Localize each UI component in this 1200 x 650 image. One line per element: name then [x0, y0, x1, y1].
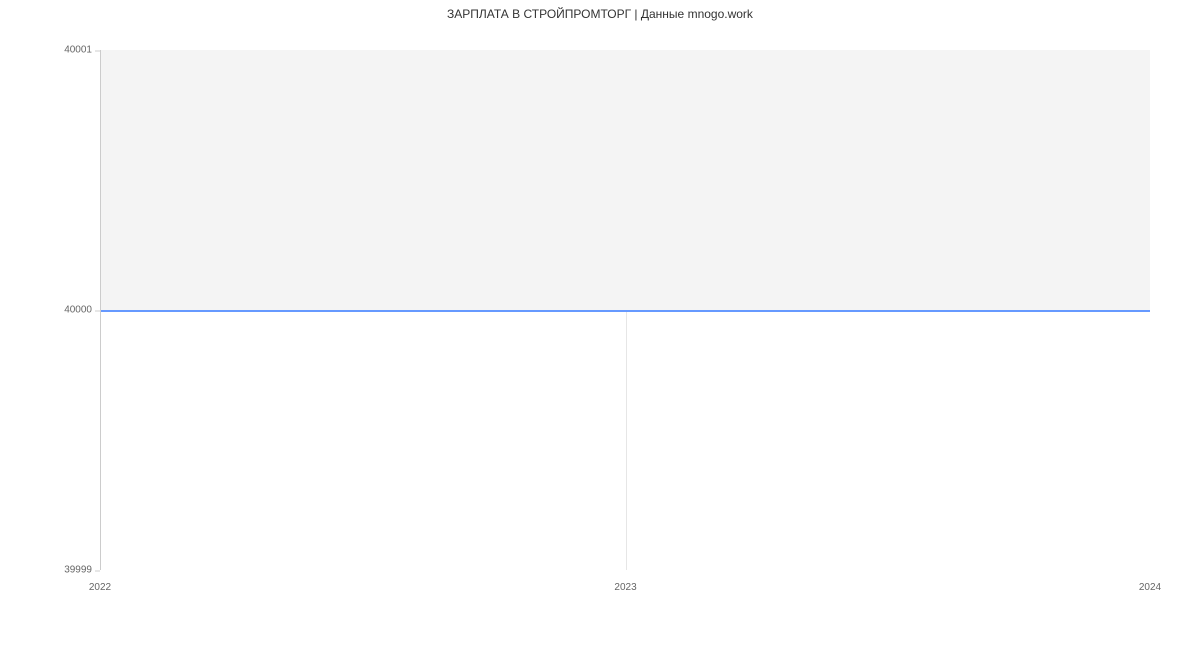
y-axis-line [100, 50, 101, 570]
x-tick-label: 2023 [614, 570, 636, 593]
series-area-fill [100, 50, 1150, 310]
chart-container: 40001 40000 39999 2022 2023 2024 [100, 50, 1150, 570]
series-line [100, 310, 1150, 312]
y-tick-label: 40000 [64, 305, 100, 316]
y-tick-label: 40001 [64, 45, 100, 56]
x-tick-label: 2022 [89, 570, 111, 593]
x-tick-label: 2024 [1139, 570, 1161, 593]
chart-title: ЗАРПЛАТА В СТРОЙПРОМТОРГ | Данные mnogo.… [0, 7, 1200, 21]
plot-area: 40001 40000 39999 2022 2023 2024 [100, 50, 1150, 570]
